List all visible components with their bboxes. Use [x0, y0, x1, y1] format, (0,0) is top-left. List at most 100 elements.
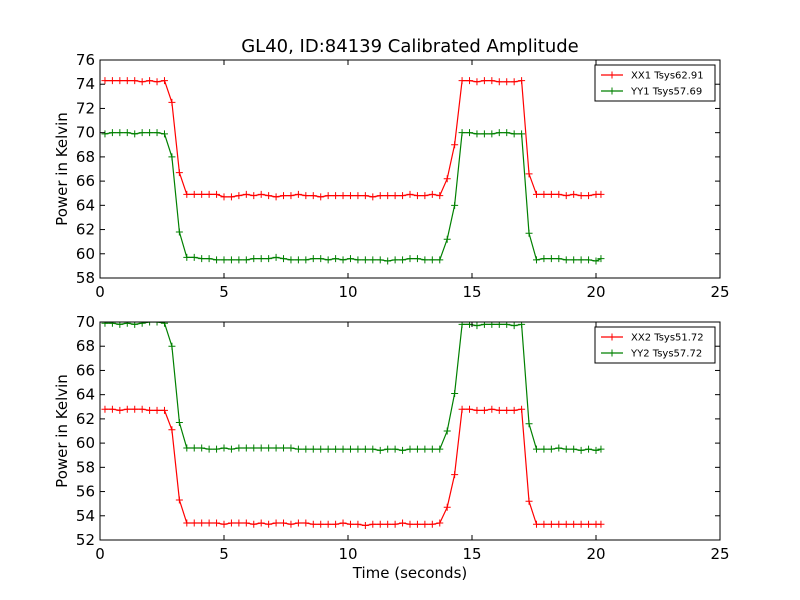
data-point-marker	[250, 520, 258, 528]
x-tick-label: 15	[462, 283, 481, 301]
data-point-marker	[146, 77, 154, 85]
data-point-marker	[562, 445, 570, 453]
data-point-marker	[555, 444, 563, 452]
bottom-panel: 0 5 10 15 20 25 52 54 56 58 60 62 64 66 68 70 Power in K…	[53, 313, 730, 563]
data-point-marker	[146, 406, 154, 414]
data-point-marker	[391, 520, 399, 528]
data-point-marker	[198, 255, 206, 263]
data-point-marker	[257, 519, 265, 527]
data-point-marker	[280, 255, 288, 263]
y-tick-label: 66	[76, 361, 95, 379]
series-yy2	[101, 322, 605, 454]
data-point-marker	[428, 256, 436, 264]
data-point-marker	[503, 406, 511, 414]
data-point-marker	[399, 446, 407, 454]
y-tick-label: 70	[76, 313, 95, 331]
data-point-marker	[540, 190, 548, 198]
data-point-marker	[309, 445, 317, 453]
data-point-marker	[332, 445, 340, 453]
x-tick-label: 20	[586, 283, 605, 301]
data-point-marker	[250, 444, 258, 452]
data-point-marker	[518, 405, 526, 413]
data-point-marker	[294, 519, 302, 527]
data-point-marker	[547, 520, 555, 528]
data-point-marker	[339, 192, 347, 200]
data-point-marker	[183, 190, 191, 198]
data-point-marker	[346, 192, 354, 200]
data-point-marker	[421, 192, 429, 200]
x-tick-label: 5	[219, 545, 229, 563]
data-point-marker	[428, 520, 436, 528]
data-point-marker	[361, 445, 369, 453]
data-point-marker	[376, 256, 384, 264]
data-point-marker	[175, 419, 183, 427]
data-point-marker	[518, 130, 526, 138]
data-point-marker	[376, 192, 384, 200]
x-tick-label: 25	[710, 545, 729, 563]
data-point-marker	[354, 256, 362, 264]
data-point-marker	[213, 190, 221, 198]
data-point-marker	[570, 256, 578, 264]
data-point-marker	[280, 519, 288, 527]
data-point-marker	[108, 405, 116, 413]
data-point-marker	[443, 175, 451, 183]
data-point-marker	[555, 190, 563, 198]
data-point-marker	[198, 190, 206, 198]
data-point-marker	[346, 255, 354, 263]
data-point-marker	[302, 445, 310, 453]
data-point-marker	[272, 253, 280, 261]
data-point-marker	[160, 406, 168, 414]
plot-area	[101, 322, 605, 529]
data-point-marker	[190, 444, 198, 452]
data-point-marker	[510, 322, 518, 330]
data-point-marker	[332, 520, 340, 528]
data-point-marker	[183, 253, 191, 261]
data-point-marker	[510, 78, 518, 86]
data-point-marker	[406, 255, 414, 263]
data-point-marker	[532, 190, 540, 198]
y-tick-label: 58	[76, 269, 95, 287]
data-point-marker	[205, 519, 213, 527]
data-point-marker	[585, 520, 593, 528]
data-point-marker	[421, 445, 429, 453]
data-point-marker	[153, 78, 161, 86]
data-point-marker	[577, 520, 585, 528]
data-point-marker	[116, 129, 124, 137]
data-point-marker	[361, 521, 369, 529]
data-point-marker	[101, 130, 109, 138]
data-point-marker	[525, 497, 533, 505]
data-point-marker	[272, 519, 280, 527]
x-tick-label: 20	[586, 545, 605, 563]
data-point-marker	[168, 342, 176, 350]
data-point-marker	[153, 406, 161, 414]
data-point-marker	[473, 406, 481, 414]
data-point-marker	[532, 256, 540, 264]
data-point-marker	[346, 445, 354, 453]
data-point-marker	[309, 192, 317, 200]
data-point-marker	[131, 77, 139, 85]
data-point-marker	[384, 445, 392, 453]
data-point-marker	[287, 444, 295, 452]
data-point-marker	[242, 190, 250, 198]
y-tick-label: 60	[76, 434, 95, 452]
data-point-marker	[369, 193, 377, 201]
data-point-marker	[302, 256, 310, 264]
data-point-marker	[361, 192, 369, 200]
y-tick-label: 74	[76, 75, 95, 93]
data-point-marker	[391, 256, 399, 264]
data-point-marker	[220, 520, 228, 528]
data-point-marker	[361, 256, 369, 264]
data-point-marker	[354, 192, 362, 200]
data-point-marker	[495, 129, 503, 137]
data-point-marker	[138, 129, 146, 137]
data-point-marker	[265, 192, 273, 200]
x-tick-label: 25	[710, 283, 729, 301]
data-point-marker	[213, 445, 221, 453]
data-point-marker	[250, 255, 258, 263]
data-point-marker	[391, 192, 399, 200]
data-point-marker	[525, 229, 533, 237]
data-point-marker	[183, 519, 191, 527]
data-point-marker	[190, 190, 198, 198]
data-point-marker	[116, 406, 124, 414]
data-point-marker	[309, 255, 317, 263]
